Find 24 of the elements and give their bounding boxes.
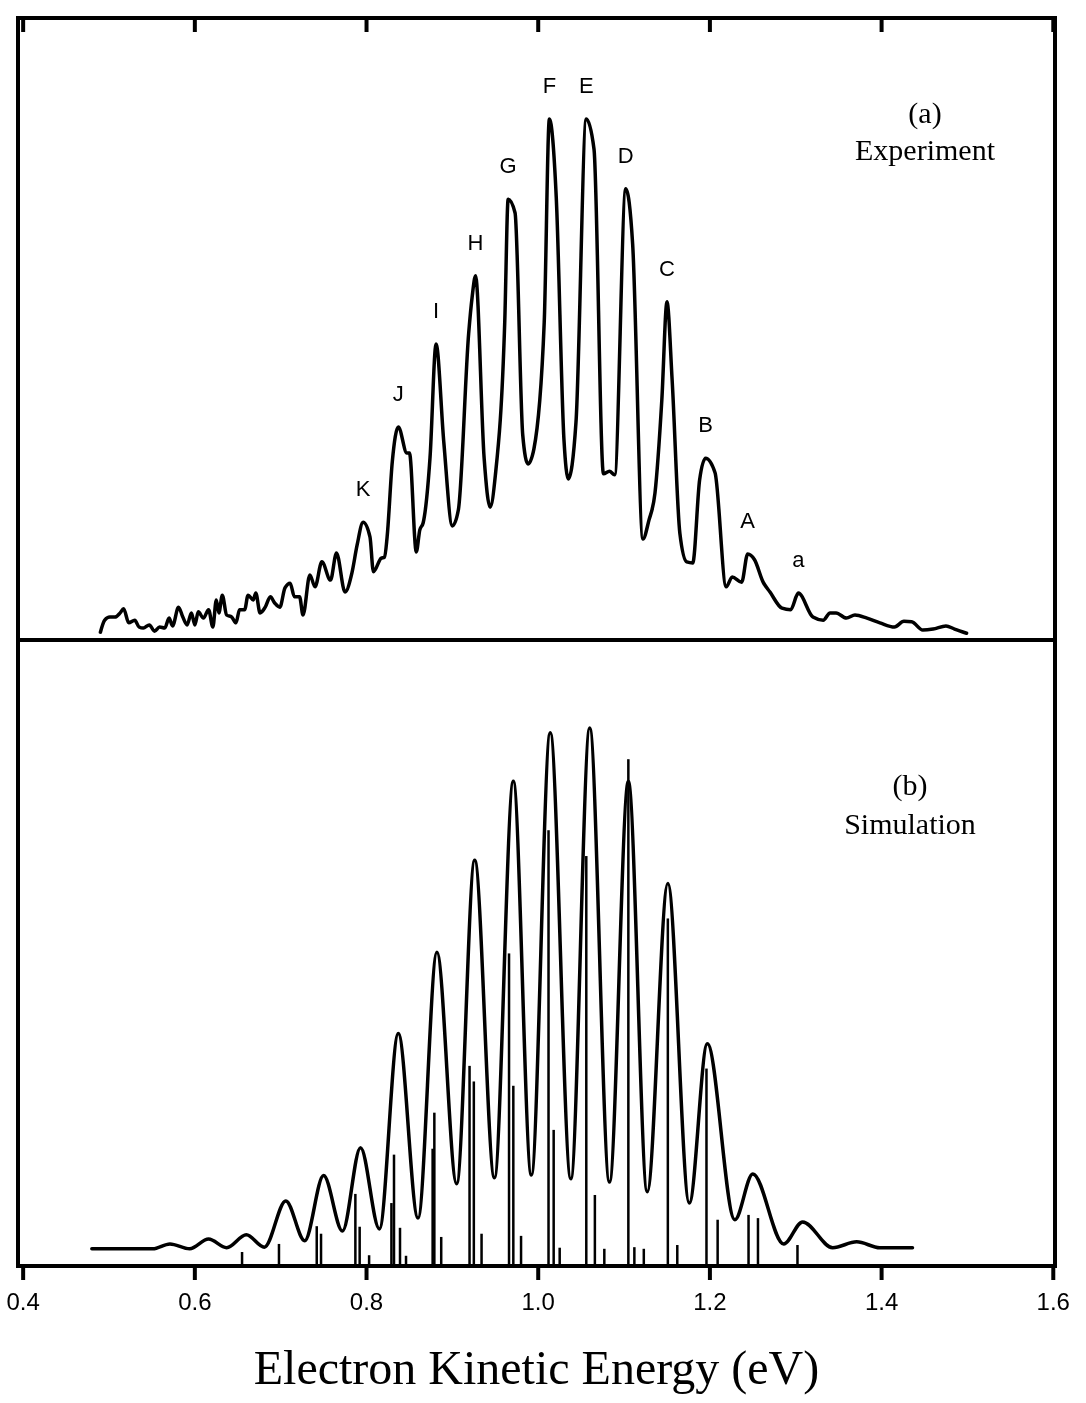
x-tick-label: 1.0	[521, 1288, 555, 1315]
annotation: Experiment	[855, 133, 996, 166]
annotation: F	[542, 73, 557, 98]
x-tick-label: 0.6	[178, 1288, 212, 1315]
annotation: D	[617, 142, 634, 168]
annotation: H	[467, 229, 484, 255]
x-axis-title: Electron Kinetic Energy (eV)	[253, 1341, 820, 1395]
annotation: a	[792, 547, 806, 573]
x-tick-label: 1.2	[693, 1288, 727, 1315]
annotation: J	[392, 380, 404, 406]
x-tick-label: 0.4	[6, 1288, 40, 1315]
annotation: Simulation	[844, 807, 976, 840]
x-tick-label: 1.4	[864, 1288, 899, 1315]
annotation: (a)	[908, 96, 942, 130]
annotation: I	[433, 298, 440, 324]
annotation: E	[578, 73, 594, 98]
annotation: G	[499, 153, 517, 179]
annotation: C	[659, 255, 676, 281]
annotation: B	[698, 412, 713, 438]
annotation: K	[355, 476, 371, 502]
annotation: (b)	[892, 768, 928, 802]
annotation: A	[740, 508, 756, 534]
x-tick-label: 0.8	[349, 1288, 384, 1315]
x-tick-label: 1.6	[1036, 1288, 1070, 1315]
